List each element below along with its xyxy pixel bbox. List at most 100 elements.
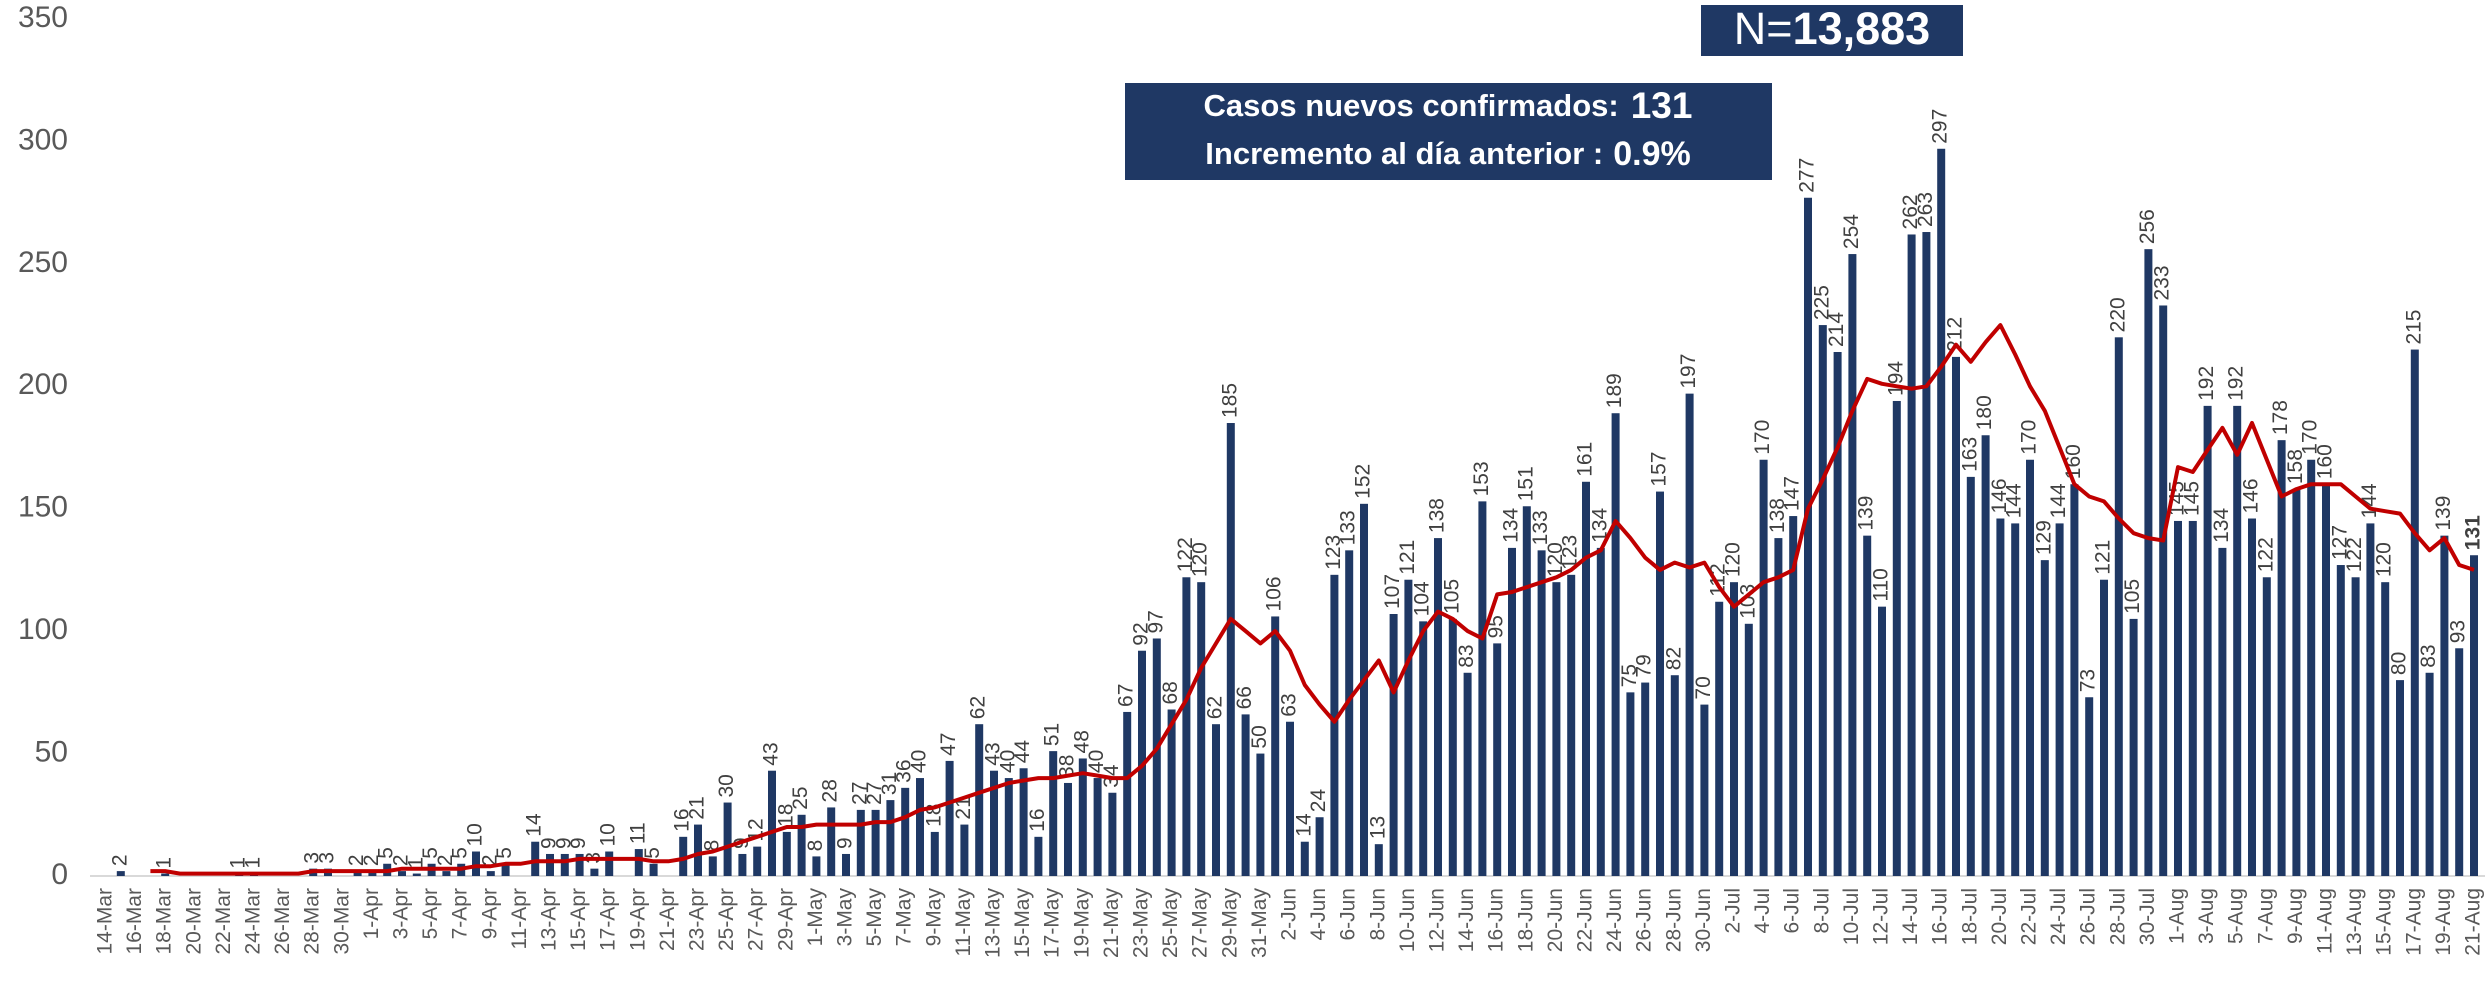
bar xyxy=(930,831,939,876)
data-label: 120 xyxy=(1189,542,1212,577)
x-tick-label: 27-Apr xyxy=(745,888,768,951)
data-label: 170 xyxy=(2018,420,2041,455)
info-line-2: Incremento al día anterior : 0.9% xyxy=(1205,135,1690,173)
x-tick-label: 17-Aug xyxy=(2402,888,2425,956)
data-label: 40 xyxy=(1085,750,1108,773)
data-label: 92 xyxy=(1130,622,1153,645)
data-label: 83 xyxy=(2417,644,2440,667)
data-label: 123 xyxy=(1559,535,1582,570)
bar xyxy=(1197,582,1206,876)
bar xyxy=(797,814,806,876)
data-label: 2 xyxy=(478,854,501,866)
data-label: 153 xyxy=(1470,461,1493,496)
data-label: 121 xyxy=(2092,540,2115,575)
bar xyxy=(2351,577,2360,876)
data-label: 170 xyxy=(1751,420,1774,455)
data-label: 62 xyxy=(967,696,990,719)
y-tick-label: 200 xyxy=(18,368,68,401)
data-label: 262 xyxy=(1899,194,1922,229)
x-tick-label: 12-Jul xyxy=(1870,888,1893,945)
data-label: 48 xyxy=(1070,730,1093,753)
data-label: 133 xyxy=(1529,510,1552,545)
x-tick-label: 28-Jun xyxy=(1662,888,1685,952)
x-tick-label: 26-Jul xyxy=(2077,888,2100,945)
x-tick-label: 27-May xyxy=(1189,888,1212,959)
info-label: Casos nuevos confirmados: xyxy=(1204,88,1619,123)
data-label: 139 xyxy=(2432,496,2455,531)
bar xyxy=(2070,484,2079,876)
bar xyxy=(960,824,969,876)
data-label: 1 xyxy=(227,857,250,869)
bar xyxy=(501,863,510,876)
x-tick-label: 18-Jun xyxy=(1514,888,1537,952)
data-label: 3 xyxy=(316,852,339,864)
bar xyxy=(1789,516,1798,876)
bar xyxy=(1582,481,1590,876)
x-tick-label: 13-Aug xyxy=(2343,888,2366,956)
data-label: 44 xyxy=(1011,740,1034,764)
bar xyxy=(1093,778,1102,876)
data-label: 105 xyxy=(1440,579,1463,614)
data-label: 152 xyxy=(1352,464,1375,499)
bar xyxy=(1567,574,1576,876)
bar xyxy=(1952,356,1960,877)
x-tick-label: 25-May xyxy=(1159,888,1182,959)
data-label: 70 xyxy=(1692,676,1715,699)
bar xyxy=(1493,643,1502,876)
data-label: 194 xyxy=(1884,361,1907,396)
data-label: 9 xyxy=(538,837,561,849)
data-label: 28 xyxy=(819,779,842,802)
data-label: 139 xyxy=(1855,496,1878,531)
data-label: 151 xyxy=(1514,466,1537,501)
bar xyxy=(1419,621,1428,876)
data-label: 5 xyxy=(419,847,442,859)
data-label: 9 xyxy=(567,837,590,849)
data-label: 144 xyxy=(2047,483,2070,518)
data-label: 120 xyxy=(1544,542,1567,577)
data-label: 83 xyxy=(1455,644,1478,667)
x-tick-label: 19-May xyxy=(1070,888,1093,959)
bar xyxy=(1108,792,1117,876)
data-label: 134 xyxy=(2210,508,2233,543)
bar xyxy=(2174,520,2182,876)
bar xyxy=(2396,680,2404,876)
x-tick-label: 1-May xyxy=(804,888,827,947)
data-label: 5 xyxy=(493,847,516,859)
bar xyxy=(1759,459,1768,876)
bar xyxy=(546,853,554,876)
bar xyxy=(2026,459,2034,876)
bar xyxy=(1611,413,1620,876)
data-label: 66 xyxy=(1233,686,1256,709)
data-label: 160 xyxy=(2314,444,2337,479)
bar xyxy=(1508,547,1516,876)
bar xyxy=(486,871,495,876)
data-label: 10 xyxy=(597,823,620,846)
data-label: 11 xyxy=(626,822,649,844)
bar xyxy=(871,809,880,876)
data-label: 146 xyxy=(1988,478,2011,513)
data-label: 121 xyxy=(1396,540,1419,575)
data-label: 16 xyxy=(1026,808,1049,831)
bar xyxy=(1226,423,1235,876)
bar xyxy=(634,849,643,876)
bar xyxy=(2233,405,2242,876)
x-tick-label: 10-Jun xyxy=(1396,888,1419,952)
bar xyxy=(782,831,791,876)
data-label: 138 xyxy=(1766,498,1789,533)
bar xyxy=(2425,672,2434,876)
data-label: 297 xyxy=(1929,109,1952,144)
data-label: 16 xyxy=(671,808,694,831)
bar xyxy=(812,856,821,876)
data-label: 220 xyxy=(2106,297,2129,332)
x-tick-label: 30-Jun xyxy=(1692,888,1715,952)
bar xyxy=(472,851,480,876)
y-tick-label: 250 xyxy=(18,246,68,279)
x-tick-label: 7-Apr xyxy=(449,888,472,939)
data-label: 127 xyxy=(2328,525,2351,560)
data-label: 158 xyxy=(2284,449,2307,484)
data-label: 120 xyxy=(2373,542,2396,577)
data-label: 134 xyxy=(1500,508,1523,543)
x-tick-label: 12-Jun xyxy=(1426,888,1449,952)
bar xyxy=(353,871,362,876)
x-tick-label: 1-Aug xyxy=(2166,888,2189,944)
